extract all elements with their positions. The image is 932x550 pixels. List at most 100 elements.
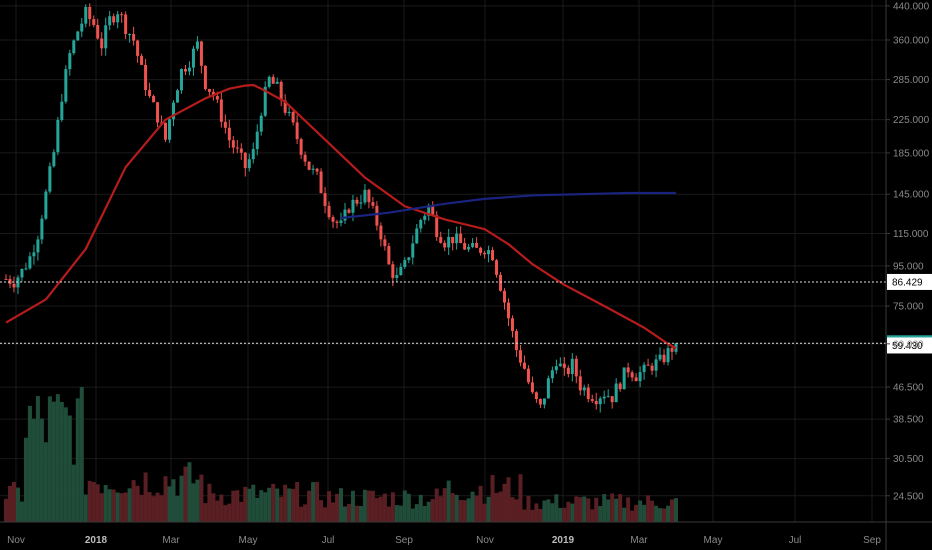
volume-bar [27, 405, 32, 522]
volume-bar [287, 488, 292, 522]
candle-body [164, 122, 168, 140]
volume-bar [79, 387, 84, 522]
candle-body [499, 274, 503, 291]
volume-bar [494, 492, 499, 522]
candle-body [287, 111, 291, 113]
volume-bar [402, 490, 407, 522]
volume-bar [147, 492, 152, 522]
y-tick-label: 38.500 [893, 415, 924, 426]
candle-body [666, 348, 670, 363]
candle-body [479, 247, 483, 253]
candle-body [514, 331, 518, 351]
candle-body [670, 348, 674, 352]
volume-bar [99, 493, 104, 522]
candle-body [331, 217, 335, 222]
volume-bar [418, 494, 423, 522]
candle-body [72, 40, 76, 54]
volume-bar [211, 493, 216, 522]
candle-body [622, 367, 626, 390]
volume-bar [374, 498, 379, 522]
candle-body [231, 140, 235, 148]
candle-body [175, 90, 179, 103]
candle-body [295, 122, 299, 140]
candle-body [510, 318, 514, 332]
volume-bar [406, 493, 411, 522]
volume-bar [35, 395, 40, 522]
candle-body [411, 243, 415, 258]
volume-bar [662, 508, 667, 522]
volume-bar [143, 472, 148, 522]
volume-bar [31, 418, 36, 522]
candle-body [379, 225, 383, 240]
volume-bar [358, 505, 363, 522]
candle-body [4, 278, 8, 280]
candle-body [172, 102, 175, 120]
volume-bar [454, 494, 459, 522]
y-tick-label: 285.000 [893, 75, 930, 86]
volume-bar [478, 485, 483, 522]
volume-bar [307, 490, 312, 522]
price-label-box [887, 273, 932, 290]
candle-body [112, 16, 116, 23]
candle-body [447, 236, 451, 248]
volume-bar [83, 494, 88, 522]
candle-body [570, 358, 574, 375]
candle-body [602, 396, 606, 399]
x-tick-label: Jul [322, 535, 335, 546]
volume-bar [171, 479, 176, 522]
candle-body [259, 115, 263, 132]
candle-body [443, 242, 447, 248]
candle-body [247, 159, 251, 169]
volume-bar [550, 503, 555, 522]
candle-body [88, 6, 92, 20]
volume-bar [323, 507, 328, 522]
candle-body [507, 302, 510, 319]
candle-body [156, 102, 160, 123]
volume-bar [542, 500, 547, 522]
candle-body [56, 119, 60, 153]
volume-bar [414, 504, 419, 522]
candle-body [223, 121, 227, 128]
volume-bar [578, 497, 583, 522]
volume-bar [526, 496, 531, 522]
candle-body [12, 283, 16, 288]
candle-body [387, 246, 391, 265]
price-label-box [887, 337, 932, 354]
volume-bar [606, 499, 611, 522]
volume-bar [111, 489, 116, 522]
volume-bars [4, 387, 678, 522]
candle-body [435, 215, 439, 237]
volume-bar [151, 496, 156, 522]
candle-body [451, 236, 455, 244]
candle-body [136, 40, 140, 56]
candle-body [108, 16, 112, 26]
candle-body [538, 399, 542, 405]
volume-bar [342, 506, 347, 522]
candle-body [243, 152, 247, 169]
volume-bar [450, 493, 455, 522]
candle-body [626, 367, 630, 373]
volume-bar [51, 401, 56, 522]
candle-body [327, 205, 331, 218]
y-tick-label: 95.000 [893, 261, 924, 272]
candle-body [128, 34, 132, 36]
candle-body [582, 387, 586, 391]
candle-body [391, 264, 395, 278]
x-tick-label: Sep [863, 535, 881, 546]
volume-bar [259, 490, 264, 522]
volume-bar [650, 500, 655, 522]
candle-body [203, 65, 207, 90]
volume-bar [514, 499, 519, 522]
volume-bar [91, 481, 96, 522]
candle-body [255, 131, 259, 150]
candle-body [351, 199, 355, 213]
volume-bar [398, 505, 403, 522]
volume-bar [319, 500, 324, 522]
volume-bar [23, 437, 28, 522]
volume-bar [538, 508, 543, 522]
x-tick-label: May [704, 535, 723, 546]
moving-average-line [5, 83, 677, 350]
volume-bar [331, 502, 336, 522]
volume-bar [630, 510, 635, 522]
